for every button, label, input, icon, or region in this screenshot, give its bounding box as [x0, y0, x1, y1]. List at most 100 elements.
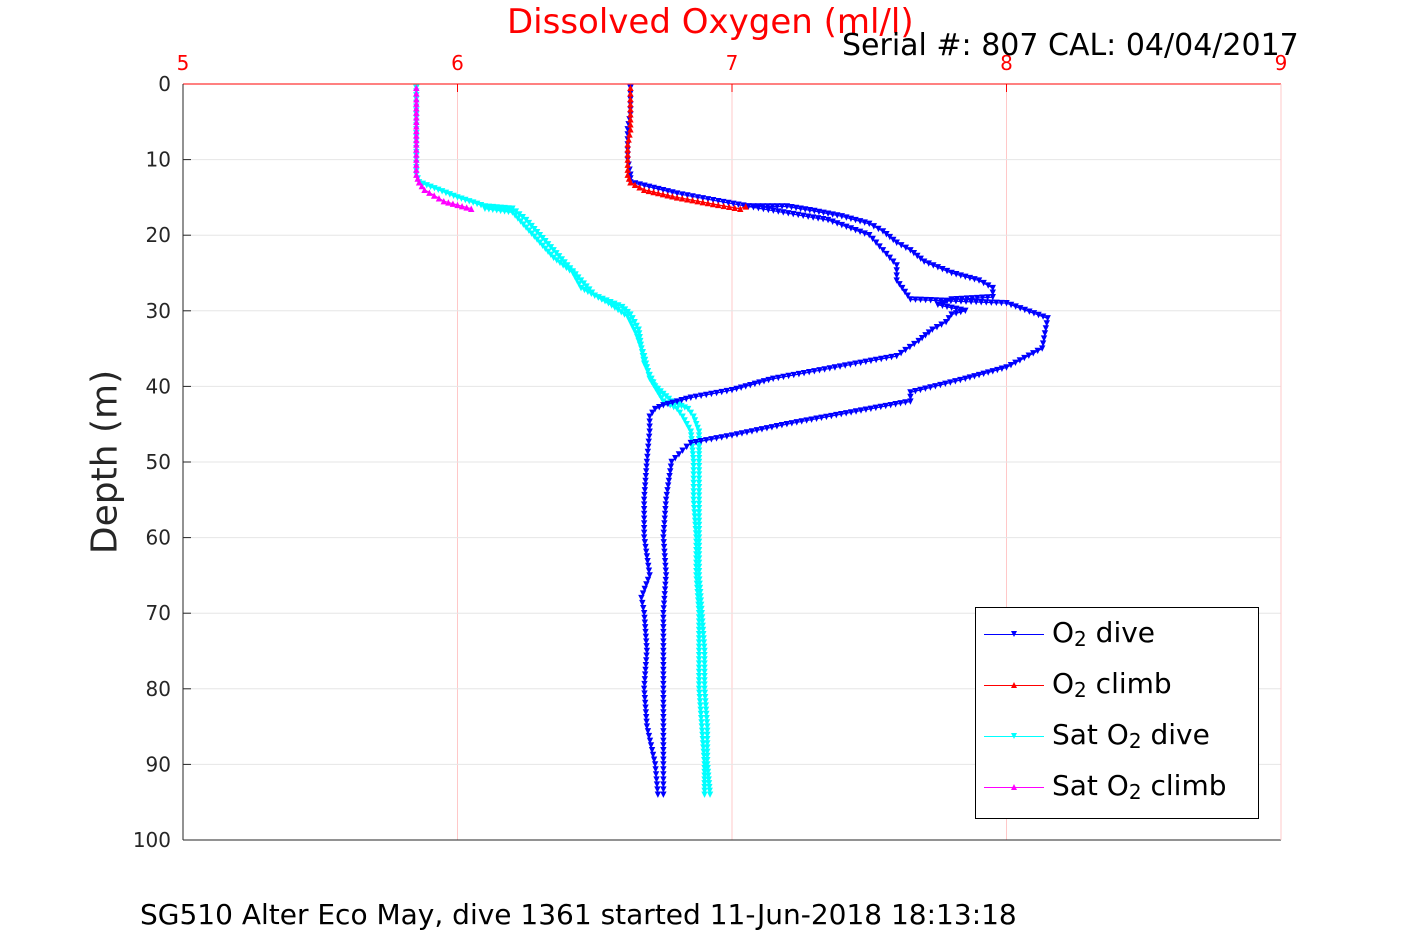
data-point-o2-dive	[797, 205, 804, 212]
data-point-o2-dive	[989, 284, 996, 292]
series-layer	[413, 84, 1051, 798]
data-point-o2-climb	[626, 131, 633, 138]
data-point-o2-dive-branch	[660, 543, 668, 551]
data-point-o2-dive-branch	[660, 742, 667, 749]
data-point-sat-o2-dive-branch	[575, 281, 583, 288]
legend-marker-triangle-down-icon	[1011, 733, 1017, 739]
data-point-o2-dive-branch	[896, 281, 903, 288]
data-point-o2-dive-branch	[660, 614, 667, 622]
data-point-o2-dive-branch	[661, 586, 669, 593]
data-point-o2-dive-branch	[661, 548, 668, 555]
data-point-o2-dive-branch	[662, 572, 670, 579]
data-point-o2-dive	[852, 360, 859, 367]
data-point-sat-o2-dive-branch	[588, 290, 595, 297]
data-point-sat-o2-dive-branch	[692, 521, 699, 529]
data-point-o2-climb	[699, 198, 707, 206]
data-point-o2-dive-branch	[829, 218, 836, 225]
data-point-sat-o2-dive-branch	[638, 345, 645, 352]
data-point-sat-o2-dive	[701, 643, 708, 650]
data-point-o2-dive	[775, 374, 782, 382]
data-point-o2-dive	[897, 349, 905, 357]
data-point-o2-dive	[898, 242, 905, 249]
legend-item-o2-climb: O2 climb	[976, 661, 1258, 712]
data-point-sat-o2-dive-branch	[700, 752, 708, 760]
data-point-o2-dive-branch	[660, 718, 667, 726]
data-point-o2-dive-branch	[661, 595, 668, 603]
data-point-o2-dive-branch	[795, 211, 802, 219]
data-point-sat-o2-climb	[413, 146, 420, 153]
data-point-o2-dive-branch	[957, 376, 964, 384]
data-point-o2-dive	[867, 357, 875, 365]
data-point-sat-o2-dive	[695, 458, 703, 466]
data-point-o2-dive-branch	[804, 213, 812, 220]
data-point-o2-dive-branch	[660, 699, 667, 707]
data-point-sat-o2-dive	[695, 505, 703, 512]
y-tick-label: 100	[133, 828, 171, 852]
data-point-o2-climb	[664, 192, 671, 199]
data-point-o2-dive	[645, 183, 653, 191]
data-point-o2-dive-branch	[861, 230, 868, 237]
data-point-o2-dive	[989, 289, 996, 296]
data-point-o2-dive-branch	[661, 510, 669, 518]
data-point-sat-o2-dive-branch	[699, 736, 706, 743]
data-point-o2-dive	[644, 728, 652, 735]
data-point-sat-o2-dive	[695, 479, 703, 487]
data-point-sat-o2-dive	[701, 668, 708, 676]
data-point-o2-climb	[627, 121, 634, 128]
data-point-o2-dive-branch	[788, 420, 796, 427]
data-point-sat-o2-dive-branch	[695, 622, 703, 629]
data-point-o2-dive-branch	[660, 751, 667, 759]
legend-item-sat-o2-climb: Sat O2 climb	[976, 763, 1258, 814]
data-point-o2-climb	[627, 126, 634, 133]
data-point-o2-dive	[642, 543, 649, 551]
data-point-sat-o2-dive-branch	[687, 428, 695, 435]
data-point-o2-dive-branch	[907, 296, 914, 303]
data-point-o2-dive	[703, 391, 710, 399]
data-point-o2-dive	[886, 233, 894, 241]
data-point-sat-o2-dive-branch	[700, 748, 707, 755]
data-point-o2-dive	[640, 506, 648, 513]
chart-axes	[182, 83, 1282, 841]
data-point-sat-o2-dive	[615, 302, 622, 309]
data-point-o2-dive-branch	[683, 443, 690, 451]
legend-marker-triangle-up-icon	[1011, 682, 1017, 688]
data-point-o2-dive	[917, 255, 924, 263]
data-point-o2-dive-branch	[660, 671, 667, 678]
data-point-o2-dive-branch	[922, 296, 929, 304]
data-point-sat-o2-dive	[705, 780, 713, 787]
data-point-sat-o2-dive	[695, 451, 703, 458]
data-point-sat-o2-dive-branch	[621, 311, 628, 318]
series-sat-o2-dive-branch	[481, 205, 708, 798]
data-point-o2-dive	[654, 786, 661, 793]
data-point-o2-dive	[641, 695, 649, 702]
data-point-sat-o2-dive	[695, 484, 703, 491]
y-tick-label: 10	[146, 148, 171, 172]
data-point-o2-climb	[669, 193, 676, 200]
data-point-sat-o2-climb	[421, 186, 428, 194]
data-point-o2-dive-branch	[988, 299, 995, 306]
data-point-sat-o2-dive	[691, 417, 699, 424]
data-point-sat-o2-dive-branch	[690, 455, 697, 462]
data-point-o2-dive	[640, 520, 648, 527]
data-point-o2-dive-branch	[917, 296, 924, 304]
data-point-sat-o2-dive	[629, 315, 636, 322]
data-point-sat-o2-dive-branch	[693, 538, 700, 545]
data-point-o2-dive-branch	[1041, 330, 1049, 337]
data-point-o2-dive-branch	[809, 214, 817, 221]
data-point-sat-o2-dive	[706, 783, 713, 791]
data-point-sat-o2-dive	[701, 647, 708, 655]
data-point-o2-dive-branch	[661, 553, 668, 560]
data-point-o2-dive-branch	[660, 791, 667, 798]
data-point-sat-o2-climb	[413, 156, 420, 163]
data-point-sat-o2-dive-branch	[584, 288, 592, 296]
data-point-o2-dive-branch	[1034, 347, 1041, 355]
data-point-o2-dive-branch	[743, 429, 751, 436]
data-point-sat-o2-dive-branch	[690, 475, 697, 482]
data-point-o2-dive	[922, 332, 929, 339]
data-point-o2-dive-branch	[907, 393, 914, 401]
data-point-o2-dive-branch	[813, 415, 820, 422]
data-point-sat-o2-dive	[703, 710, 710, 718]
data-point-o2-dive	[689, 193, 696, 200]
data-point-sat-o2-climb	[413, 104, 420, 112]
data-point-o2-dive-branch	[663, 491, 671, 499]
